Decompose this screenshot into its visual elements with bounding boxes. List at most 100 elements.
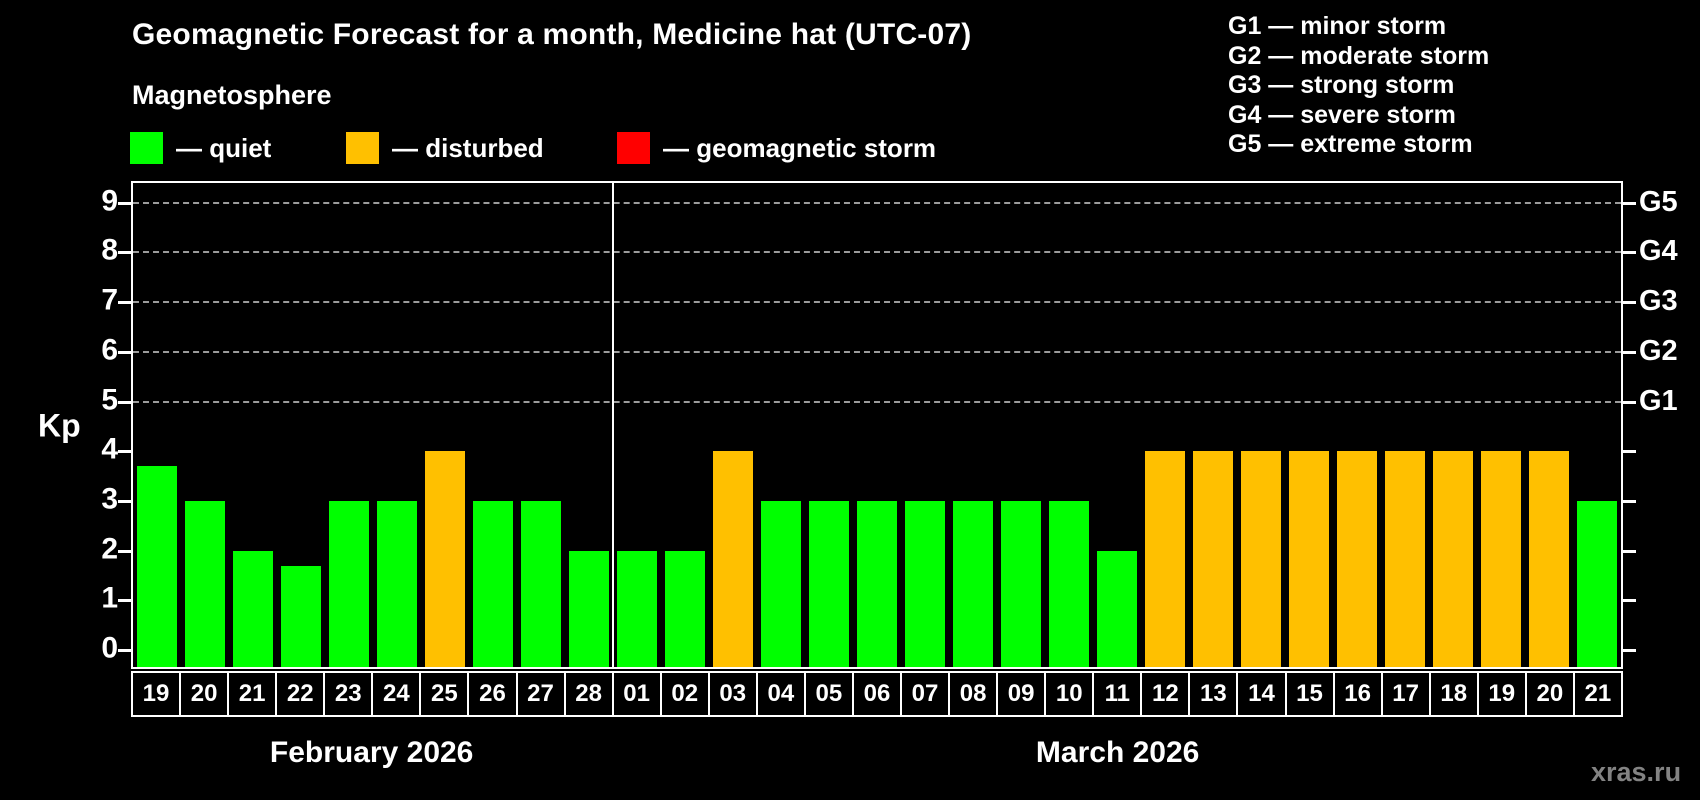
kp-bar-quiet [376, 500, 418, 667]
day-cell [517, 183, 565, 667]
day-label: 11 [1092, 671, 1143, 717]
right-tick-kp-8 [1623, 251, 1636, 255]
kp-bar-quiet [856, 500, 898, 667]
day-label: 16 [1332, 671, 1383, 717]
day-cell [1045, 183, 1093, 667]
day-cell [613, 183, 661, 667]
day-label: 18 [1428, 671, 1479, 717]
day-label: 20 [1524, 671, 1575, 717]
day-label: 21 [1572, 671, 1623, 717]
left-tick-kp-1 [118, 599, 131, 603]
month-separator-line [612, 183, 614, 667]
day-cell [805, 183, 853, 667]
left-tick-kp-2 [118, 549, 131, 553]
day-label: 10 [1044, 671, 1095, 717]
kp-axis-label: Kp [38, 407, 81, 444]
left-tick-kp-0 [118, 649, 131, 652]
day-cell [757, 183, 805, 667]
day-cell [949, 183, 997, 667]
legend-item-label: — quiet [176, 132, 272, 163]
day-cell [325, 183, 373, 667]
kp-bar-quiet [904, 500, 946, 667]
day-cell [373, 183, 421, 667]
y-axis-label-7: 7 [101, 283, 118, 317]
day-cell [565, 183, 613, 667]
kp-bar-quiet [136, 466, 178, 667]
kp-bar-quiet [568, 550, 610, 667]
kp-bar-disturbed [1528, 451, 1570, 667]
right-tick-kp-5 [1623, 400, 1636, 404]
kp-bar-quiet [1576, 500, 1618, 667]
kp-bar-quiet [760, 500, 802, 667]
day-label: 01 [611, 671, 662, 717]
quiet-color-swatch [130, 132, 163, 164]
day-cell [1525, 183, 1573, 667]
day-label: 19 [131, 671, 182, 717]
day-label: 28 [563, 671, 614, 717]
right-axis-label-G1: G1 [1639, 384, 1678, 417]
legend-item-label: — geomagnetic storm [663, 132, 937, 163]
left-tick-kp-7 [118, 301, 131, 305]
right-axis-label-G3: G3 [1639, 284, 1678, 317]
kp-bar-disturbed [712, 451, 754, 667]
kp-bar-disturbed [1480, 451, 1522, 667]
day-cell [1477, 183, 1525, 667]
day-cell [1285, 183, 1333, 667]
storm-scale-line: G2 — moderate storm [1228, 41, 1490, 70]
kp-bar-quiet [952, 500, 994, 667]
chart-title: Geomagnetic Forecast for a month, Medici… [132, 18, 972, 51]
kp-bar-quiet [520, 500, 562, 667]
day-cell [277, 183, 325, 667]
legend-item-quiet: — quiet [130, 132, 271, 164]
geomagnetic-storm-color-swatch [617, 132, 650, 164]
y-axis-label-8: 8 [101, 234, 118, 268]
day-cell [1237, 183, 1285, 667]
kp-bar-quiet [1096, 550, 1138, 667]
day-cell [1333, 183, 1381, 667]
kp-bar-disturbed [1192, 451, 1234, 667]
kp-bar-disturbed [1384, 451, 1426, 667]
gridline-kp-6 [133, 350, 1621, 353]
day-axis: 19 20 21 22 23 24 25 26 27 28 01 02 03 04 05 06 07 08 09 10… [131, 671, 1623, 717]
day-cell [853, 183, 901, 667]
day-label: 25 [419, 671, 470, 717]
month-label: February 2026 [269, 736, 474, 769]
day-cell [1573, 183, 1621, 667]
legend-item-label: — disturbed [392, 132, 544, 163]
y-axis-label-4: 4 [101, 432, 118, 466]
kp-bar-quiet [664, 550, 706, 667]
storm-scale-line: G4 — severe storm [1228, 100, 1456, 129]
day-cell [133, 183, 181, 667]
day-label: 24 [371, 671, 422, 717]
day-label: 22 [275, 671, 326, 717]
day-label: 12 [1140, 671, 1191, 717]
right-tick-kp-0 [1623, 649, 1636, 652]
day-cell [181, 183, 229, 667]
kp-bar-disturbed [1144, 451, 1186, 667]
gridline-kp-5 [133, 400, 1621, 403]
kp-bar-disturbed [1240, 451, 1282, 667]
right-axis-label-G4: G4 [1639, 235, 1678, 268]
day-cell [469, 183, 517, 667]
right-axis-label-G2: G2 [1639, 334, 1678, 367]
kp-bar-quiet [232, 550, 274, 667]
kp-bar-quiet [184, 500, 226, 667]
day-label: 27 [515, 671, 566, 717]
day-label: 05 [803, 671, 854, 717]
right-axis-label-G5: G5 [1639, 185, 1678, 218]
kp-bar-quiet [472, 500, 514, 667]
kp-bar-disturbed [1336, 451, 1378, 667]
day-label: 17 [1380, 671, 1431, 717]
day-cell [709, 183, 757, 667]
day-label: 13 [1188, 671, 1239, 717]
kp-bar-disturbed [1432, 451, 1474, 667]
storm-scale-line: G1 — minor storm [1228, 12, 1447, 40]
day-label: 20 [179, 671, 230, 717]
day-cell [661, 183, 709, 667]
legend-item-disturbed: — disturbed [346, 132, 544, 164]
kp-bar-quiet [808, 500, 850, 667]
watermark: xras.ru [1591, 757, 1682, 787]
right-tick-kp-1 [1623, 599, 1636, 603]
day-cell [1093, 183, 1141, 667]
